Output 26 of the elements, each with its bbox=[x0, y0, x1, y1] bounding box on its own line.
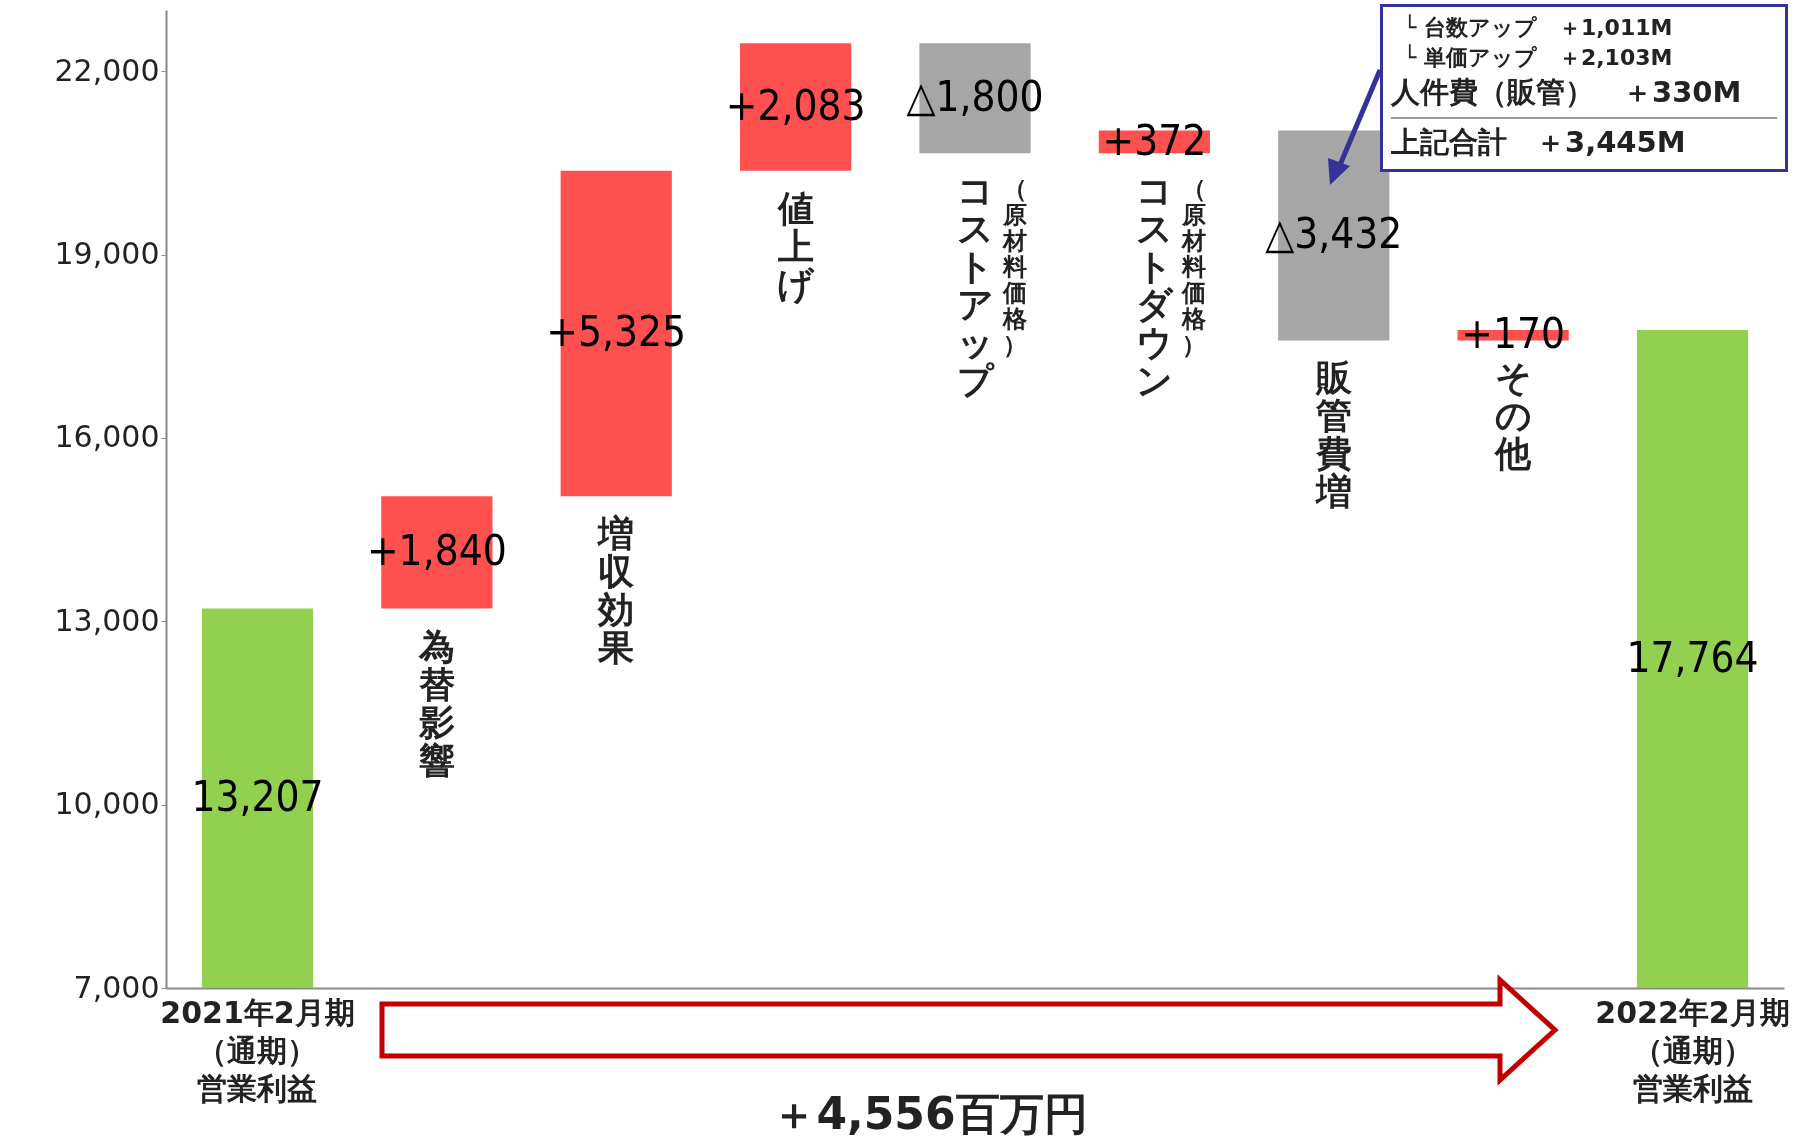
x-tick-label: 値上げ bbox=[776, 187, 816, 305]
x-tick-label: 2022年2月期（通期）営業利益 bbox=[1595, 994, 1790, 1106]
data-label: +372 bbox=[1102, 115, 1207, 165]
y-tick-label: 13,000 bbox=[54, 602, 160, 638]
y-tick-label: 16,000 bbox=[54, 419, 160, 455]
data-label: +170 bbox=[1461, 309, 1566, 359]
y-tick-label: 10,000 bbox=[54, 786, 160, 822]
annotation: └ 単価アップ ＋2,103M bbox=[1402, 43, 1674, 72]
annotation: 人件費（販管） ＋330M bbox=[1391, 74, 1743, 111]
y-tick-label: 19,000 bbox=[54, 236, 160, 271]
x-tick-label: 増収効果 bbox=[596, 513, 636, 669]
x-tick-label: コストアップ bbox=[956, 170, 995, 402]
x-tick-label: 為替影響 bbox=[417, 625, 455, 781]
annotation: └ 台数アップ ＋1,011M bbox=[1402, 13, 1674, 42]
text: ＋4,556百万円 bbox=[771, 1087, 1089, 1139]
data-label: △3,432 bbox=[1265, 209, 1403, 259]
annotation: （原材料価格） bbox=[1002, 175, 1028, 359]
y-tick-label: 22,000 bbox=[54, 52, 160, 88]
annotation: 上記合計 ＋3,445M bbox=[1391, 117, 1777, 163]
x-tick-label: 販管費増 bbox=[1313, 357, 1352, 513]
x-tick-label: コストダウン bbox=[1135, 170, 1174, 402]
data-label: △1,800 bbox=[906, 72, 1044, 122]
y-tick-label: 7,000 bbox=[73, 969, 160, 1005]
x-tick-label: 2021年2月期（通期）営業利益 bbox=[160, 994, 355, 1106]
annotation: （原材料価格） bbox=[1181, 175, 1208, 359]
x-tick-label: その他 bbox=[1494, 357, 1533, 475]
